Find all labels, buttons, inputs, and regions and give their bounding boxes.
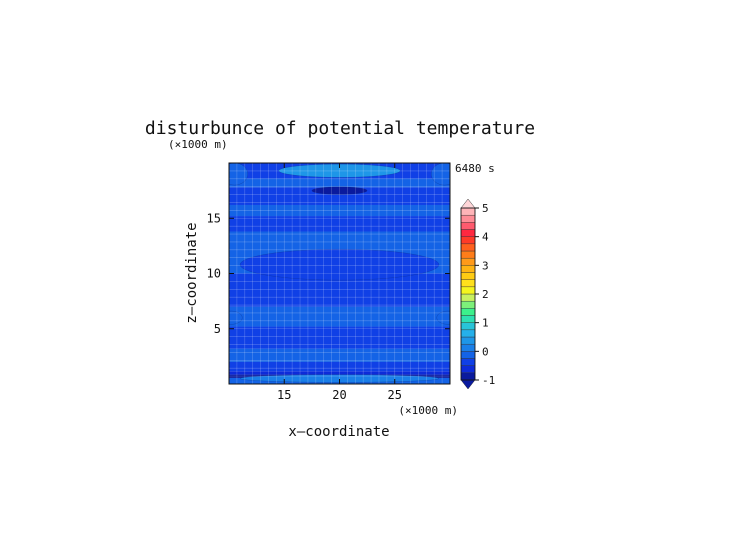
contour-band-9 (229, 216, 450, 232)
y-axis-ticks: 5 10 15 (207, 211, 450, 336)
colorbar-swatch (460, 257, 476, 266)
chart-title: disturbunce of potential temperature (145, 118, 535, 139)
y-axis-unit: (×1000 m) (168, 138, 228, 151)
colorbar-swatch (460, 372, 476, 381)
colorbar-swatch (460, 279, 476, 288)
contour-band-12 (229, 178, 450, 188)
colorbar-tick-label: 2 (482, 288, 489, 301)
y-axis-label: z—coordinate (184, 222, 200, 323)
colorbar-swatch (460, 243, 476, 252)
colorbar-tick-label: -1 (482, 374, 495, 387)
y-tick-label: 15 (207, 211, 221, 225)
colorbar-swatch (460, 293, 476, 302)
colorbar-swatch (460, 351, 476, 359)
colorbar-swatch (460, 229, 476, 237)
colorbar: -1 0 1 2 3 4 5 (460, 198, 495, 390)
contour-feature-5 (431, 163, 450, 186)
x-tick-label: 25 (388, 388, 402, 402)
x-tick-label: 20 (332, 388, 346, 402)
colorbar-swatch (460, 214, 476, 223)
contour-band-4 (229, 348, 450, 362)
colorbar-max-arrow (460, 198, 476, 209)
contour-feature-4 (229, 163, 248, 186)
colorbar-swatch (460, 308, 476, 316)
y-tick-label: 10 (207, 267, 221, 281)
contour-band-10 (229, 204, 450, 217)
colorbar-tick-label: 4 (482, 231, 489, 244)
colorbar-tick-label: 3 (482, 259, 489, 272)
contour-band-2 (229, 371, 450, 375)
contour-band-3 (229, 361, 450, 372)
colorbar-swatch (460, 322, 476, 331)
colorbar-swatch (460, 272, 476, 280)
contour-band-5 (229, 326, 450, 349)
colorbar-tick-label: 1 (482, 317, 489, 330)
colorbar-swatch (460, 358, 476, 366)
colorbar-swatch (460, 286, 476, 295)
colorbar-swatch (460, 222, 476, 230)
x-axis-label: x—coordinate (288, 424, 389, 440)
colorbar-tick-label: 0 (482, 345, 489, 358)
colorbar-min-arrow (460, 379, 476, 390)
y-tick-label: 5 (214, 322, 221, 336)
x-axis-ticks: 15 20 25 (277, 163, 402, 402)
colorbar-swatch (460, 336, 476, 345)
x-tick-label: 15 (277, 388, 291, 402)
colorbar-swatch (460, 250, 476, 259)
colorbar-swatch (460, 343, 476, 352)
x-axis-unit: (×1000 m) (398, 404, 458, 417)
colorbar-swatch (460, 265, 476, 273)
contour-band-11 (229, 187, 450, 205)
colorbar-swatch (460, 329, 476, 338)
colorbar-swatch (460, 207, 476, 216)
plot-area (229, 163, 450, 384)
contour-feature-2 (239, 248, 440, 281)
contour-feature-1 (311, 186, 368, 195)
time-label: 6480 s (455, 162, 495, 175)
colorbar-swatch (460, 365, 476, 374)
colorbar-tick-label: 5 (482, 202, 489, 215)
colorbar-swatch (460, 236, 476, 245)
contour-features (229, 163, 450, 383)
grid-lines (229, 163, 450, 384)
contour-feature-6 (436, 310, 450, 325)
colorbar-swatch (460, 300, 476, 309)
contour-band-6 (229, 306, 450, 327)
contour-feature-7 (229, 310, 243, 325)
colorbar-swatch (460, 315, 476, 323)
